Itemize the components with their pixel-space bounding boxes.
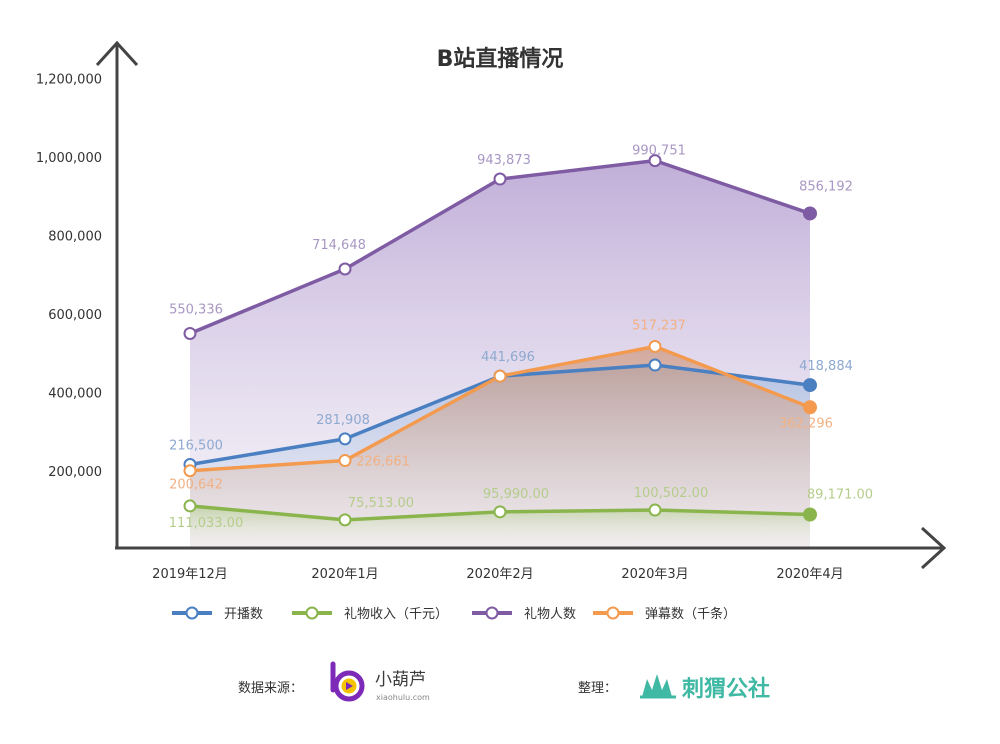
data-label-liwu_renshu: 714,648 xyxy=(312,238,366,253)
footer: 数据来源： 小葫芦 xiaohulu.com 整理： 刺猬公社 xyxy=(238,661,770,702)
data-label-liwu_renshu: 943,873 xyxy=(477,153,531,168)
data-label-danmu: 362,296 xyxy=(779,416,833,431)
legend-item-danmu: 弹幕数（千条） xyxy=(593,606,736,622)
hedgehog-logo-icon xyxy=(640,674,676,699)
x-tick-labels: 2019年12月 2020年1月 2020年2月 2020年3月 2020年4月 xyxy=(152,567,844,582)
point-danmu xyxy=(648,339,662,353)
point-kaibo xyxy=(338,432,352,446)
point-danmu xyxy=(183,464,197,478)
y-axis-arrow xyxy=(95,40,139,67)
x-axis-arrow xyxy=(920,526,947,570)
data-label-kaibo: 418,884 xyxy=(799,359,853,374)
data-label-kaibo: 216,500 xyxy=(169,439,223,454)
axes xyxy=(95,40,947,570)
source-url: xiaohulu.com xyxy=(376,693,430,702)
data-label-liwu_renshu: 856,192 xyxy=(799,179,853,194)
legend-label: 礼物收入（千元） xyxy=(344,606,448,622)
y-tick-label: 1,000,000 xyxy=(36,151,102,166)
data-label-liwu_shouru: 75,513.00 xyxy=(348,496,414,511)
point-danmu xyxy=(803,400,817,415)
point-danmu xyxy=(338,454,352,468)
data-label-liwu_shouru: 100,502.00 xyxy=(634,486,708,501)
legend-label: 弹幕数（千条） xyxy=(645,606,736,622)
legend-item-liwu-renshu: 礼物人数 xyxy=(472,606,576,622)
point-liwu_shouru xyxy=(338,513,352,527)
x-tick-label: 2020年3月 xyxy=(621,567,688,582)
point-liwu_renshu xyxy=(183,326,197,340)
point-kaibo xyxy=(803,378,817,393)
data-label-liwu_renshu: 550,336 xyxy=(169,302,223,317)
point-liwu_shouru xyxy=(493,505,507,519)
data-label-liwu_renshu: 990,751 xyxy=(632,144,686,159)
data-label-danmu: 517,237 xyxy=(632,318,686,333)
point-liwu_shouru xyxy=(183,499,197,513)
data-labels: 550,336 714,648 943,873 990,751 856,192 216,5… xyxy=(169,144,873,531)
organizer-label: 整理： xyxy=(578,681,617,696)
x-tick-label: 2020年4月 xyxy=(776,567,843,582)
y-tick-label: 400,000 xyxy=(48,387,102,402)
point-liwu_shouru xyxy=(803,507,817,522)
legend-swatch-marker xyxy=(485,606,499,620)
data-label-liwu_shouru: 89,171.00 xyxy=(807,488,873,503)
y-tick-label: 200,000 xyxy=(48,465,102,480)
point-liwu_renshu xyxy=(493,172,507,186)
legend-label: 开播数 xyxy=(224,607,263,622)
legend: 开播数 礼物收入（千元） 礼物人数 弹幕数（千条） xyxy=(172,606,736,622)
point-liwu_renshu xyxy=(338,262,352,276)
data-label-liwu_shouru: 111,033.00 xyxy=(169,516,243,531)
data-label-kaibo: 281,908 xyxy=(316,413,370,428)
series-points xyxy=(183,154,817,527)
point-danmu xyxy=(493,369,507,383)
point-liwu_renshu xyxy=(803,206,817,221)
y-tick-label: 1,200,000 xyxy=(36,73,102,88)
legend-item-kaibo: 开播数 xyxy=(172,606,263,622)
area-danmu xyxy=(190,346,810,548)
point-liwu_renshu xyxy=(648,154,662,168)
organizer-brand: 刺猬公社 xyxy=(682,676,770,702)
source-brand: 小葫芦 xyxy=(375,670,426,690)
x-tick-label: 2020年2月 xyxy=(466,567,533,582)
xiaohulu-logo-icon xyxy=(330,661,365,702)
data-label-kaibo: 441,696 xyxy=(481,350,535,365)
legend-label: 礼物人数 xyxy=(524,606,576,622)
legend-item-liwu-shouru: 礼物收入（千元） xyxy=(292,606,448,622)
source-label: 数据来源： xyxy=(238,681,303,696)
data-label-danmu: 226,661 xyxy=(356,455,410,470)
y-tick-label: 800,000 xyxy=(48,230,102,245)
legend-swatch-marker xyxy=(305,606,319,620)
y-tick-labels: 1,200,000 1,000,000 800,000 600,000 400,000 2… xyxy=(36,73,102,481)
data-label-danmu: 200,642 xyxy=(169,478,223,493)
x-tick-label: 2020年1月 xyxy=(311,567,378,582)
data-label-liwu_shouru: 95,990.00 xyxy=(483,487,549,502)
x-tick-label: 2019年12月 xyxy=(152,567,228,582)
y-tick-label: 600,000 xyxy=(48,308,102,323)
legend-swatch-marker xyxy=(185,606,199,620)
legend-swatch-marker xyxy=(606,606,620,620)
chart-title: B站直播情况 xyxy=(437,46,564,72)
point-liwu_shouru xyxy=(648,503,662,517)
point-kaibo xyxy=(648,358,662,372)
